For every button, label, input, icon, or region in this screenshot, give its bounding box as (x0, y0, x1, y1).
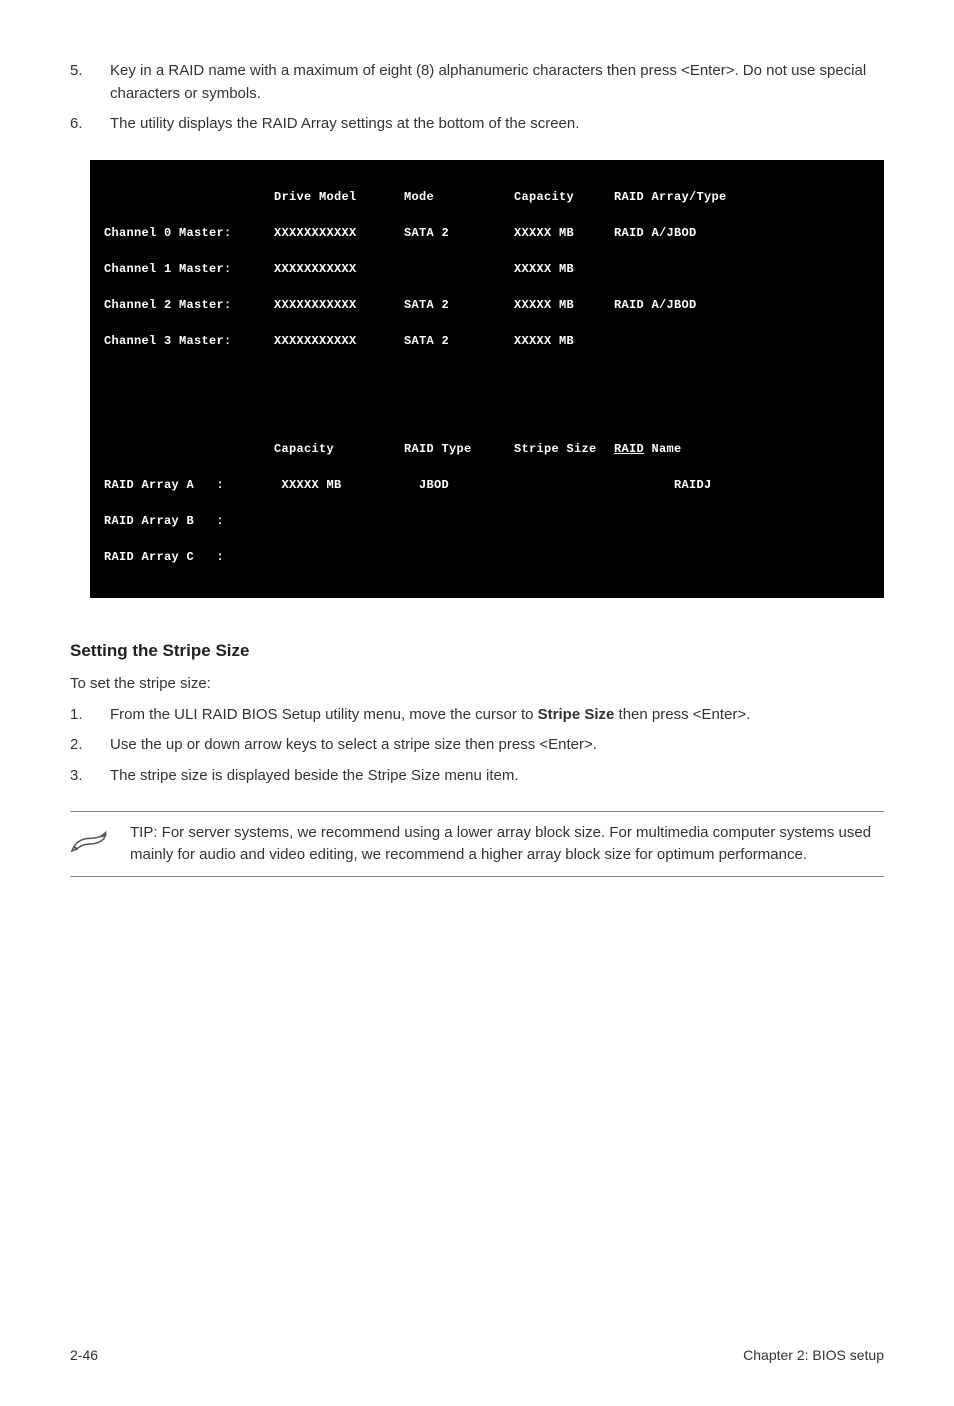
terminal-blank-row (104, 404, 870, 422)
col-stripe-size: Stripe Size (514, 440, 614, 458)
step-number: 3. (70, 765, 110, 788)
cell (614, 332, 870, 350)
step-text: Key in a RAID name with a maximum of eig… (110, 60, 884, 105)
bios-terminal-output: Drive ModelModeCapacityRAID Array/Type C… (90, 160, 884, 598)
step-item: 3. The stripe size is displayed beside t… (70, 765, 884, 788)
step-item: 6. The utility displays the RAID Array s… (70, 113, 884, 136)
step-text: Use the up or down arrow keys to select … (110, 734, 884, 757)
step-text: From the ULI RAID BIOS Setup utility men… (110, 704, 884, 727)
tip-text: TIP: For server systems, we recommend us… (130, 822, 884, 866)
section-lead: To set the stripe size: (70, 673, 884, 696)
step-item: 1. From the ULI RAID BIOS Setup utility … (70, 704, 884, 727)
terminal-row: Channel 0 Master:XXXXXXXXXXXSATA 2XXXXX … (104, 224, 870, 242)
underlined-text: RAID (614, 442, 644, 456)
chapter-label: Chapter 2: BIOS setup (743, 1345, 884, 1366)
cell: SATA 2 (404, 296, 514, 314)
step-text-part: From the ULI RAID BIOS Setup utility men… (110, 706, 538, 723)
page-number: 2-46 (70, 1345, 98, 1366)
cell: Channel 0 Master: (104, 224, 274, 242)
pencil-icon (70, 822, 130, 864)
cell (514, 548, 614, 566)
terminal-row: Channel 1 Master:XXXXXXXXXXX XXXXX MB (104, 260, 870, 278)
cell: RAID A/JBOD (614, 296, 870, 314)
step-item: 2. Use the up or down arrow keys to sele… (70, 734, 884, 757)
step-text-part: then press <Enter>. (614, 706, 750, 723)
terminal-row: RAID Array C : (104, 548, 870, 566)
cell: Channel 3 Master: (104, 332, 274, 350)
col-capacity: Capacity (514, 188, 614, 206)
cell: RAID Array B : (104, 512, 274, 530)
terminal-header-row: CapacityRAID TypeStripe SizeRAID Name (104, 440, 870, 458)
step-text: The stripe size is displayed beside the … (110, 765, 884, 788)
plain-text: Name (644, 442, 682, 456)
col-blank (104, 188, 274, 206)
cell: JBOD (404, 476, 514, 494)
col-name: RAID Name (614, 440, 870, 458)
cell: XXXXXXXXXXX (274, 224, 404, 242)
cell: RAID Array A : (104, 476, 274, 494)
step-item: 5. Key in a RAID name with a maximum of … (70, 60, 884, 105)
col-raid-type: RAID Type (404, 440, 514, 458)
bottom-step-list: 1. From the ULI RAID BIOS Setup utility … (70, 704, 884, 788)
cell: RAIDJ (614, 476, 870, 494)
step-number: 2. (70, 734, 110, 757)
terminal-row: RAID Array A : XXXXX MB JBOD RAIDJ (104, 476, 870, 494)
cell: XXXXX MB (514, 224, 614, 242)
col-drive-model: Drive Model (274, 188, 404, 206)
cell (514, 512, 614, 530)
cell (404, 260, 514, 278)
cell (614, 512, 870, 530)
col-blank (104, 440, 274, 458)
cell: XXXXXXXXXXX (274, 332, 404, 350)
cell: Channel 1 Master: (104, 260, 274, 278)
step-text: The utility displays the RAID Array sett… (110, 113, 884, 136)
step-number: 1. (70, 704, 110, 727)
terminal-blank-row (104, 368, 870, 386)
cell: XXXXX MB (274, 476, 404, 494)
col-raid-type: RAID Array/Type (614, 188, 870, 206)
cell: XXXXXXXXXXX (274, 296, 404, 314)
terminal-row: Channel 3 Master:XXXXXXXXXXXSATA 2XXXXX … (104, 332, 870, 350)
step-number: 5. (70, 60, 110, 105)
step-bold: Stripe Size (538, 706, 615, 723)
cell (404, 512, 514, 530)
col-mode: Mode (404, 188, 514, 206)
cell: XXXXX MB (514, 296, 614, 314)
top-step-list: 5. Key in a RAID name with a maximum of … (70, 60, 884, 136)
cell (274, 548, 404, 566)
cell: RAID A/JBOD (614, 224, 870, 242)
cell: Channel 2 Master: (104, 296, 274, 314)
cell (274, 512, 404, 530)
section-heading: Setting the Stripe Size (70, 638, 884, 664)
step-number: 6. (70, 113, 110, 136)
cell: XXXXXXXXXXX (274, 260, 404, 278)
col-capacity: Capacity (274, 440, 404, 458)
cell (404, 548, 514, 566)
terminal-header-row: Drive ModelModeCapacityRAID Array/Type (104, 188, 870, 206)
cell: SATA 2 (404, 224, 514, 242)
terminal-row: RAID Array B : (104, 512, 870, 530)
cell (614, 260, 870, 278)
cell: SATA 2 (404, 332, 514, 350)
tip-box: TIP: For server systems, we recommend us… (70, 811, 884, 877)
page-footer: 2-46 Chapter 2: BIOS setup (70, 1345, 884, 1366)
cell: RAID Array C : (104, 548, 274, 566)
cell: XXXXX MB (514, 260, 614, 278)
terminal-row: Channel 2 Master:XXXXXXXXXXXSATA 2XXXXX … (104, 296, 870, 314)
cell: XXXXX MB (514, 332, 614, 350)
cell (614, 548, 870, 566)
cell (514, 476, 614, 494)
